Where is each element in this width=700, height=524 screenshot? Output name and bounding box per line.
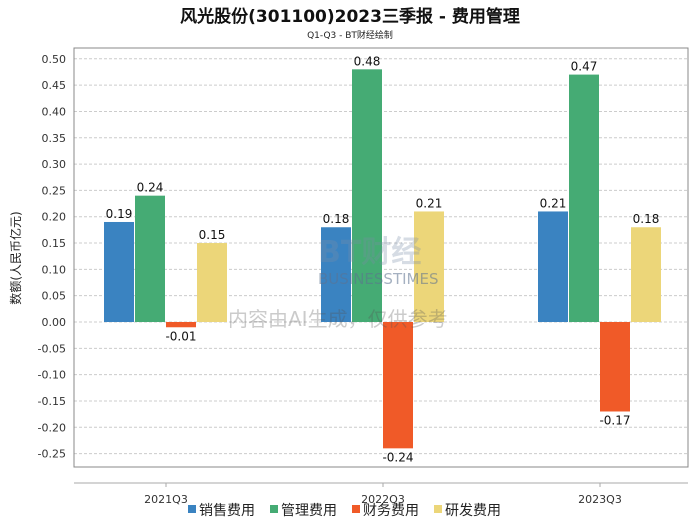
y-tick-label: -0.05 [38, 342, 66, 355]
x-tick-label: 2023Q3 [578, 493, 622, 506]
bar-销售费用-2023Q3 [538, 211, 568, 322]
y-tick-label: -0.15 [38, 395, 66, 408]
data-label: 0.21 [416, 196, 443, 210]
data-label: 0.47 [571, 60, 598, 74]
watermark-notice: 内容由AI生成，仅供参考 [228, 307, 448, 331]
bar-管理费用-2023Q3 [569, 74, 599, 322]
data-label: -0.17 [599, 413, 630, 427]
y-tick-label: 0.30 [42, 158, 67, 171]
y-tick-label: 0.25 [42, 184, 67, 197]
data-label: 0.18 [323, 212, 350, 226]
legend-item[interactable]: 管理费用 [281, 503, 337, 519]
data-label: 0.15 [199, 228, 226, 242]
data-label: -0.01 [165, 329, 196, 343]
chart-subtitle: Q1-Q3 - BT财经绘制 [307, 29, 393, 41]
data-label: 0.48 [354, 54, 381, 68]
bar-财务费用-2023Q3 [600, 322, 630, 412]
y-tick-label: -0.20 [38, 421, 66, 434]
y-tick-label: 0.35 [42, 132, 67, 145]
bar-销售费用-2022Q3 [321, 227, 351, 322]
data-label: 0.21 [540, 196, 567, 210]
bar-销售费用-2021Q3 [104, 221, 134, 322]
y-tick-label: 0.40 [42, 105, 67, 118]
y-tick-label: -0.25 [38, 448, 66, 461]
y-tick-label: 0.05 [42, 290, 67, 303]
y-tick-label: 0.00 [42, 316, 67, 329]
legend-item[interactable]: 研发费用 [445, 503, 501, 519]
legend-swatch [434, 505, 442, 513]
plot-frame [73, 47, 689, 468]
data-label: 0.24 [137, 181, 164, 195]
bar-管理费用-2021Q3 [135, 195, 165, 322]
bar-财务费用-2022Q3 [383, 322, 413, 449]
x-tick-label: 2021Q3 [144, 493, 188, 506]
y-axis-label: 数额(人民币亿元) [8, 211, 23, 304]
data-label: 0.18 [633, 212, 660, 226]
y-tick-label: 0.15 [42, 237, 67, 250]
y-tick-label: 0.45 [42, 79, 67, 92]
y-tick-label: 0.10 [42, 263, 67, 276]
bar-管理费用-2022Q3 [352, 69, 382, 322]
x-tick-label: 2022Q3 [361, 493, 405, 506]
data-label: 0.19 [106, 207, 133, 221]
legend-item[interactable]: 财务费用 [363, 503, 419, 519]
y-tick-label: -0.10 [38, 369, 66, 382]
bar-研发费用-2022Q3 [414, 211, 444, 322]
bar-研发费用-2023Q3 [631, 227, 661, 322]
watermark-brand-en: BUSINESSTIMES [318, 270, 438, 288]
y-tick-label: 0.50 [42, 53, 67, 66]
legend-swatch [270, 505, 278, 513]
legend-swatch [188, 505, 196, 513]
legend-item[interactable]: 销售费用 [199, 503, 255, 519]
bar-研发费用-2021Q3 [197, 243, 227, 322]
data-label: -0.24 [382, 450, 413, 464]
y-tick-label: 0.20 [42, 211, 67, 224]
legend-swatch [352, 505, 360, 513]
watermark: BT财经 BUSINESSTIMES 内容由AI生成，仅供参考 [228, 235, 448, 331]
bar-财务费用-2021Q3 [166, 322, 196, 328]
watermark-brand: BT财经 [318, 235, 421, 270]
chart-title: 风光股份(301100)2023三季报 - 费用管理 [180, 6, 520, 27]
